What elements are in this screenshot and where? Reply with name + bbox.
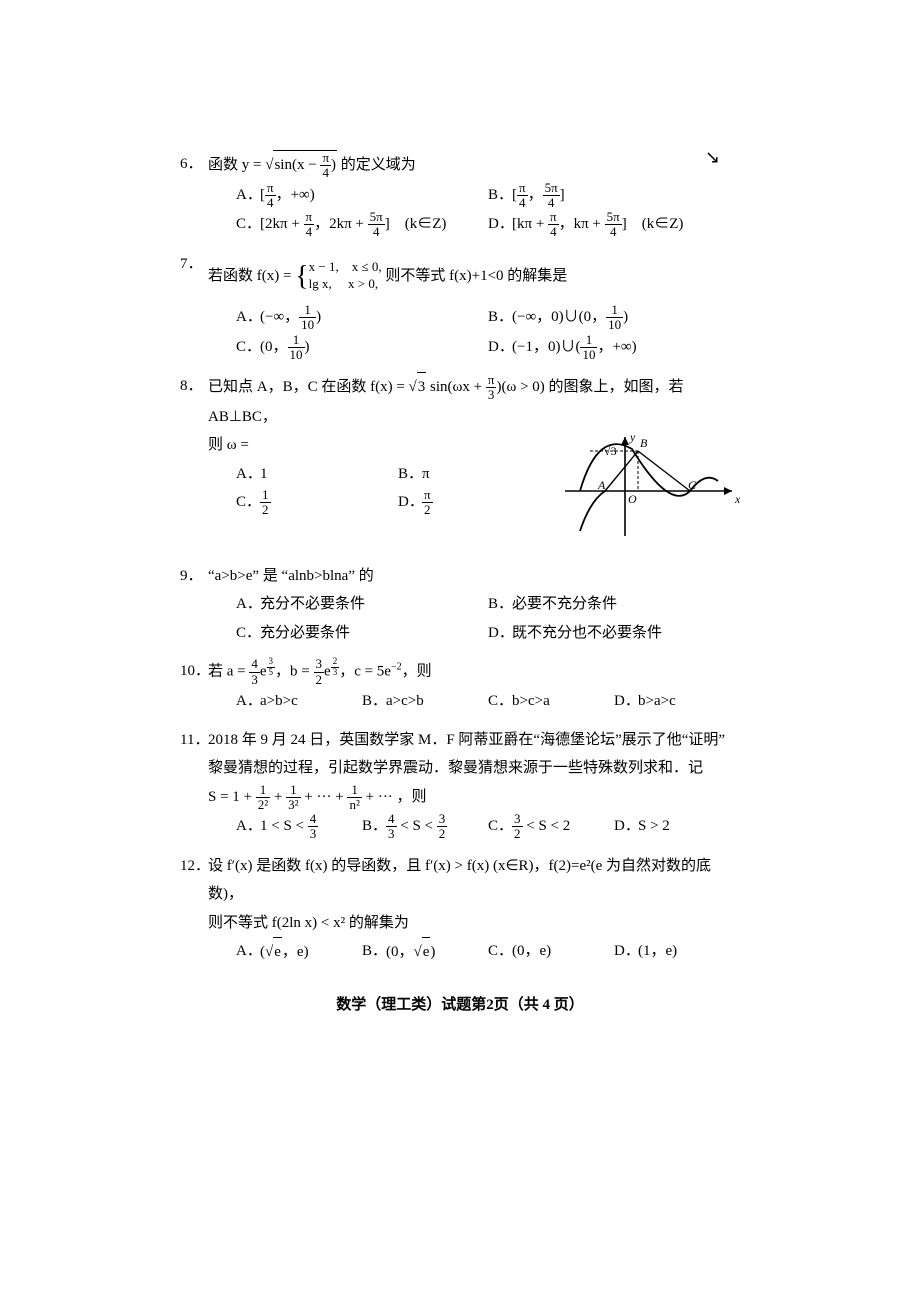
svg-text:y: y <box>629 431 636 444</box>
q-text: 若函数 f(x) = {x − 1, x ≤ 0,lg x, x > 0, 则不… <box>208 250 740 303</box>
q-number: 8． <box>180 372 208 431</box>
svg-text:C: C <box>688 478 697 492</box>
option-D: D．b>a>c <box>614 687 740 716</box>
q-text: “a>b>e” 是 “alnb>blna” 的 <box>208 562 740 591</box>
exam-page: 6． 函数 y = √sin(x − π4) 的定义域为 A． [π4，+∞) … <box>0 0 920 1219</box>
option-A: A．充分不必要条件 <box>236 590 488 619</box>
question-7: 7． 若函数 f(x) = {x − 1, x ≤ 0,lg x, x > 0,… <box>180 250 740 362</box>
option-C: C．32 < S < 2 <box>488 812 614 842</box>
option-A: A．(√e，e) <box>236 937 362 967</box>
option-A: A．a>b>c <box>236 687 362 716</box>
option-A: A． (−∞，110) <box>236 303 488 333</box>
option-C: C． (0，110) <box>236 333 488 363</box>
q-number: 7． <box>180 250 208 303</box>
question-10: 10． 若 a = 43e35，b = 32e23，c = 5e−2，则 A．a… <box>180 657 740 716</box>
svg-text:B: B <box>640 436 648 450</box>
option-C: C．(0，e) <box>488 937 614 967</box>
stray-mark: ↘ <box>705 140 720 174</box>
option-D: D． (−1，0)∪(110，+∞) <box>488 333 740 363</box>
option-B: B．必要不充分条件 <box>488 590 740 619</box>
options: A．a>b>c B．a>c>b C．b>c>a D．b>a>c <box>236 687 740 716</box>
option-C: C．12 <box>236 488 398 518</box>
q-text: 2018 年 9 月 24 日，英国数学家 M．F 阿蒂亚爵在“海德堡论坛”展示… <box>208 726 740 813</box>
option-B: B． [π4，5π4] <box>488 181 740 211</box>
question-6: 6． 函数 y = √sin(x − π4) 的定义域为 A． [π4，+∞) … <box>180 150 740 240</box>
q8-figure: x y O A B C √3 <box>560 431 740 552</box>
q-number: 9． <box>180 562 208 591</box>
option-B: B．a>c>b <box>362 687 488 716</box>
svg-text:x: x <box>734 492 740 506</box>
q-number: 12． <box>180 852 208 938</box>
q-number: 6． <box>180 150 208 181</box>
q-text: 已知点 A，B，C 在函数 f(x) = √3 sin(ωx + π3)(ω >… <box>208 372 740 431</box>
options: A．充分不必要条件 B．必要不充分条件 C．充分必要条件 D．既不充分也不必要条… <box>236 590 740 647</box>
question-8: 8． 已知点 A，B，C 在函数 f(x) = √3 sin(ωx + π3)(… <box>180 372 740 551</box>
options: A． [π4，+∞) B． [π4，5π4] C． [2kπ + π4，2kπ … <box>236 181 740 240</box>
option-D: D．S > 2 <box>614 812 740 842</box>
page-footer: 数学（理工类）试题第2页（共 4 页） <box>180 991 740 1020</box>
svg-text:O: O <box>628 492 637 506</box>
option-D: D．(1，e) <box>614 937 740 967</box>
option-D: D．既不充分也不必要条件 <box>488 619 740 648</box>
option-B: B．π <box>398 460 560 489</box>
svg-text:A: A <box>597 478 606 492</box>
option-B: B．(0，√e) <box>362 937 488 967</box>
q-number: 11． <box>180 726 208 813</box>
options: A． (−∞，110) B． (−∞，0)∪(0，110) C． (0，110)… <box>236 303 740 362</box>
option-C: C． [2kπ + π4，2kπ + 5π4] (k∈Z) <box>236 210 488 240</box>
option-A: A． [π4，+∞) <box>236 181 488 211</box>
q-text: 函数 y = √sin(x − π4) 的定义域为 <box>208 150 740 181</box>
option-A: A．1 <box>236 460 398 489</box>
question-11: 11． 2018 年 9 月 24 日，英国数学家 M．F 阿蒂亚爵在“海德堡论… <box>180 726 740 842</box>
q-text: 设 f′(x) 是函数 f(x) 的导函数，且 f′(x) > f(x) (x∈… <box>208 852 740 938</box>
question-12: 12． 设 f′(x) 是函数 f(x) 的导函数，且 f′(x) > f(x)… <box>180 852 740 967</box>
question-9: 9． “a>b>e” 是 “alnb>blna” 的 A．充分不必要条件 B．必… <box>180 562 740 648</box>
q8-line2: 则 ω = <box>208 431 560 460</box>
option-D: D． [kπ + π4，kπ + 5π4] (k∈Z) <box>488 210 740 240</box>
svg-text:√3: √3 <box>604 444 617 458</box>
option-A: A．1 < S < 43 <box>236 812 362 842</box>
options: A．1 < S < 43 B．43 < S < 32 C．32 < S < 2 … <box>236 812 740 842</box>
option-B: B．43 < S < 32 <box>362 812 488 842</box>
options: A．(√e，e) B．(0，√e) C．(0，e) D．(1，e) <box>236 937 740 967</box>
option-C: C．充分必要条件 <box>236 619 488 648</box>
option-C: C．b>c>a <box>488 687 614 716</box>
option-B: B． (−∞，0)∪(0，110) <box>488 303 740 333</box>
option-D: D．π2 <box>398 488 560 518</box>
options: A．1 B．π C．12 D．π2 <box>236 460 560 518</box>
q-text: 若 a = 43e35，b = 32e23，c = 5e−2，则 <box>208 657 740 687</box>
q-number: 10． <box>180 657 208 687</box>
